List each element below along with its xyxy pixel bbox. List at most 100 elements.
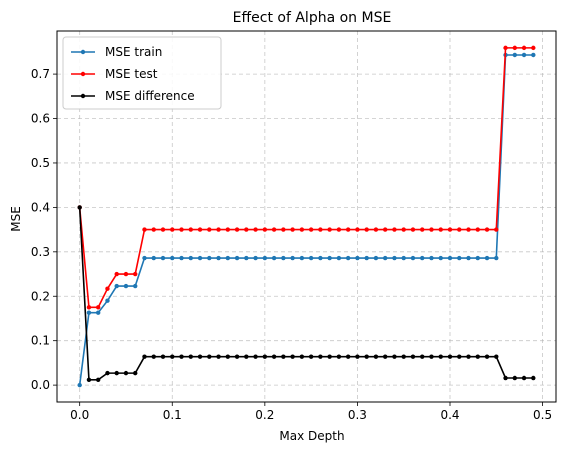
- data-point-mse-train: [336, 255, 342, 261]
- data-point-mse-test: [244, 227, 249, 232]
- data-point-mse-difference: [244, 354, 249, 359]
- data-point-mse-train: [318, 255, 323, 261]
- data-point-mse-train: [345, 255, 351, 261]
- data-point-mse-train: [531, 52, 536, 58]
- data-point-mse-train: [123, 283, 129, 289]
- data-point-mse-train: [151, 255, 156, 261]
- data-point-mse-difference: [114, 370, 119, 376]
- data-point-mse-train: [364, 255, 369, 261]
- data-point-mse-test: [114, 271, 119, 277]
- data-point-mse-train: [142, 255, 147, 261]
- data-point-mse-test: [290, 227, 295, 232]
- data-point-mse-difference: [447, 354, 453, 359]
- data-point-mse-difference: [188, 354, 193, 359]
- data-point-mse-train: [327, 255, 332, 261]
- data-point-mse-test: [392, 227, 397, 232]
- data-point-mse-test: [475, 227, 480, 232]
- data-point-mse-test: [142, 227, 147, 232]
- data-point-mse-difference: [197, 354, 203, 359]
- x-tick-label: 0.4: [440, 408, 459, 422]
- data-point-mse-train: [160, 255, 166, 261]
- data-point-mse-train: [355, 255, 360, 261]
- y-tick-label: 0.5: [31, 156, 50, 170]
- data-point-mse-difference: [521, 375, 527, 381]
- data-point-mse-test: [382, 227, 388, 232]
- data-point-mse-difference: [290, 354, 295, 359]
- data-point-mse-train: [457, 255, 462, 261]
- data-point-mse-difference: [438, 354, 443, 359]
- data-point-mse-difference: [179, 354, 184, 359]
- data-point-mse-test: [207, 227, 212, 232]
- data-point-mse-train: [447, 255, 453, 261]
- data-point-mse-train: [96, 310, 101, 315]
- series-mse-test: [77, 45, 536, 310]
- legend-box: [62, 36, 222, 110]
- data-point-mse-test: [105, 286, 110, 291]
- data-point-mse-difference: [512, 375, 517, 381]
- data-point-mse-train: [281, 255, 286, 261]
- data-point-mse-test: [484, 227, 490, 232]
- data-point-mse-test: [96, 305, 101, 310]
- data-point-mse-test: [420, 227, 425, 232]
- data-point-mse-difference: [420, 354, 425, 359]
- data-point-mse-train: [179, 255, 184, 261]
- data-point-mse-difference: [318, 354, 323, 359]
- axis-ticks: 0.0 0.1 0.2 0.3 0.4 0.5 0.0 0.1 0.2 0.3 0.4 0.5 0.6 0…: [31, 67, 552, 422]
- data-point-mse-test: [197, 227, 203, 232]
- data-point-mse-difference: [123, 370, 129, 376]
- data-point-mse-train: [207, 255, 212, 261]
- data-point-mse-test: [494, 227, 499, 232]
- data-point-mse-train: [299, 255, 305, 261]
- y-tick-label: 0.0: [31, 378, 50, 392]
- data-point-mse-difference: [133, 370, 138, 376]
- data-point-mse-train: [262, 255, 268, 261]
- data-point-mse-test: [401, 227, 406, 232]
- data-point-mse-difference: [355, 354, 360, 359]
- data-point-mse-train: [170, 255, 175, 261]
- y-tick-label: 0.6: [31, 112, 50, 126]
- x-tick-label: 0.3: [348, 408, 367, 422]
- data-point-mse-train: [438, 255, 443, 261]
- data-point-mse-difference: [77, 205, 82, 210]
- data-point-mse-train: [244, 255, 249, 261]
- data-point-mse-train: [86, 310, 92, 315]
- data-point-mse-difference: [308, 354, 314, 359]
- data-point-mse-test: [281, 227, 286, 232]
- data-point-mse-train: [484, 255, 490, 261]
- data-point-mse-test: [429, 227, 434, 232]
- data-point-mse-test: [179, 227, 184, 232]
- data-point-mse-test: [327, 227, 332, 232]
- data-point-mse-difference: [96, 377, 101, 382]
- series-layer: [77, 45, 536, 388]
- data-point-mse-train: [271, 255, 277, 261]
- data-point-mse-train: [290, 255, 295, 261]
- data-point-mse-difference: [271, 354, 277, 359]
- data-point-mse-train: [475, 255, 480, 261]
- data-point-mse-train: [188, 255, 193, 261]
- data-point-mse-test: [253, 227, 258, 232]
- data-point-mse-difference: [216, 354, 221, 359]
- legend-label: MSE difference: [105, 89, 195, 103]
- data-point-mse-test: [355, 227, 360, 232]
- data-point-mse-difference: [484, 354, 490, 359]
- data-point-mse-difference: [531, 375, 536, 381]
- data-point-mse-difference: [160, 354, 166, 359]
- data-point-mse-difference: [364, 354, 369, 359]
- data-point-mse-test: [170, 227, 175, 232]
- series-mse-difference: [77, 205, 536, 382]
- data-point-mse-train: [234, 255, 240, 261]
- data-point-mse-train: [105, 298, 110, 303]
- data-point-mse-test: [438, 227, 443, 232]
- data-point-mse-difference: [105, 370, 110, 376]
- data-point-mse-difference: [373, 354, 379, 359]
- data-point-mse-test: [336, 227, 342, 232]
- x-tick-label: 0.5: [533, 408, 552, 422]
- data-point-mse-test: [151, 227, 156, 232]
- legend-label: MSE train: [105, 45, 162, 59]
- x-tick-label: 0.0: [70, 408, 89, 422]
- data-point-mse-train: [401, 255, 406, 261]
- legend-swatch-marker: [80, 71, 86, 77]
- data-point-mse-difference: [170, 354, 175, 359]
- x-tick-label: 0.2: [255, 408, 274, 422]
- data-point-mse-test: [299, 227, 305, 232]
